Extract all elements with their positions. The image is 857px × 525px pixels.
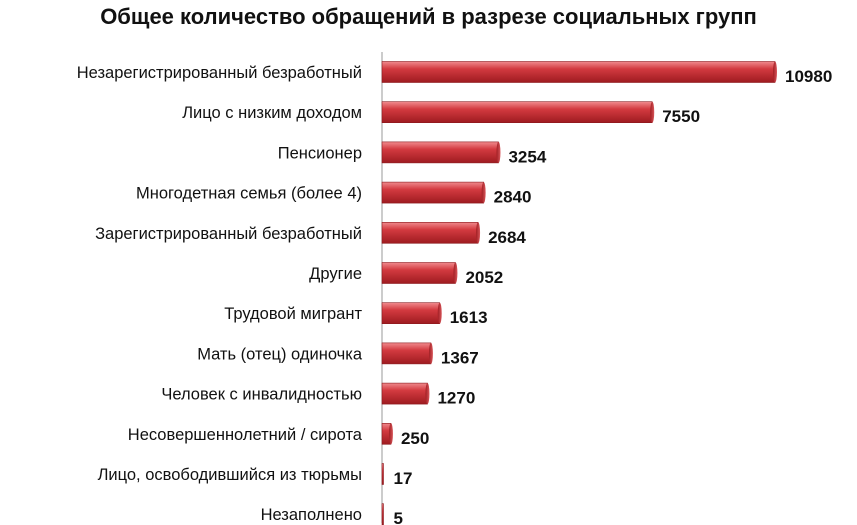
chart-title: Общее количество обращений в разрезе соц…: [100, 4, 757, 29]
category-label: Лицо с низким доходом: [182, 104, 362, 122]
bar: [381, 382, 428, 405]
category-label: Многодетная семья (более 4): [136, 185, 362, 203]
bar-row: Человек с инвалидностью 1270: [161, 382, 475, 408]
category-label: Незаполнено: [261, 506, 362, 524]
value-label: 1613: [450, 308, 488, 327]
bar: [381, 302, 441, 325]
bar-row: Другие 2052: [309, 262, 503, 287]
bar-end-cap: [428, 342, 433, 364]
value-label: 1270: [437, 389, 475, 408]
bar: [381, 101, 653, 123]
value-label: 3254: [508, 147, 546, 166]
bar-end-cap: [388, 423, 393, 445]
value-label: 5: [394, 509, 403, 525]
bar-end-cap: [650, 101, 655, 123]
category-label: Незарегистрированный безработный: [77, 64, 362, 82]
category-label: Человек с инвалидностью: [161, 386, 362, 404]
value-label: 250: [401, 429, 429, 448]
bar-end-cap: [476, 222, 481, 244]
value-label: 2684: [488, 228, 526, 247]
bar-end-cap: [425, 383, 430, 405]
bar: [381, 503, 384, 525]
bar-end-cap: [496, 141, 501, 163]
category-label: Зарегистрированный безработный: [95, 225, 362, 243]
bar: [381, 61, 776, 83]
bar-row: Незарегистрированный безработный 10980: [77, 61, 832, 86]
bar-row: Лицо с низким доходом 7550: [182, 101, 700, 126]
bar: [381, 181, 484, 204]
bar: [381, 262, 456, 284]
value-label: 17: [394, 469, 413, 488]
value-label: 1367: [441, 348, 479, 367]
bar-row: Мать (отец) одиночка 1367: [197, 342, 479, 367]
bar-row: Пенсионер 3254: [278, 141, 547, 166]
bar: [381, 463, 384, 485]
category-label: Несовершеннолетний / сирота: [128, 426, 363, 444]
category-label: Трудовой мигрант: [224, 305, 362, 323]
bar-end-cap: [453, 262, 458, 284]
bar-end-cap: [437, 302, 442, 324]
bar-row: Лицо, освободившийся из тюрьмы 17: [98, 463, 413, 488]
category-label: Лицо, освободившийся из тюрьмы: [98, 466, 362, 484]
category-label: Мать (отец) одиночка: [197, 345, 363, 363]
bar: [381, 141, 499, 164]
bar-end-cap: [481, 182, 486, 204]
value-label: 2052: [465, 268, 503, 287]
bar-row: Трудовой мигрант 1613: [224, 302, 488, 327]
bar: [381, 342, 432, 365]
bar: [381, 222, 479, 244]
bar-row: Зарегистрированный безработный 2684: [95, 222, 526, 247]
value-label: 2840: [494, 188, 532, 207]
bar-row: Несовершеннолетний / сирота 250: [128, 422, 429, 448]
bar-row: Многодетная семья (более 4) 2840: [136, 181, 532, 207]
value-label: 10980: [785, 67, 832, 86]
category-label: Пенсионер: [278, 144, 362, 162]
category-label: Другие: [309, 265, 362, 283]
value-label: 7550: [662, 107, 700, 126]
bar-end-cap: [773, 61, 777, 83]
